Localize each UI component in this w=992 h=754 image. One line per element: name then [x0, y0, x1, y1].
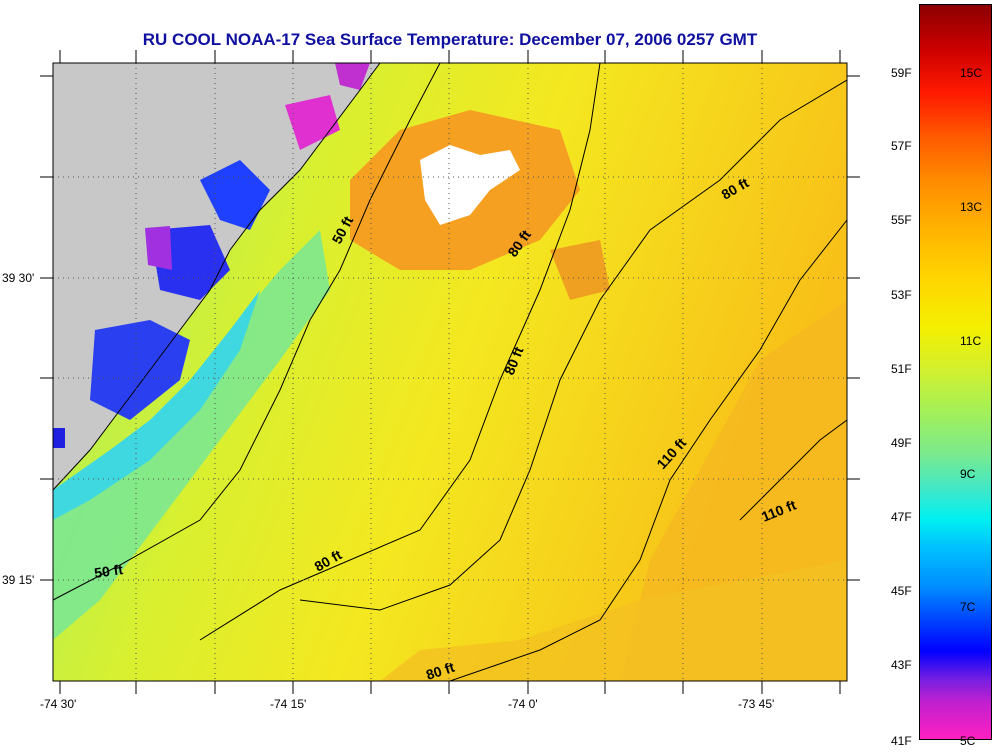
lon-label: -74 30'	[40, 697, 77, 711]
colorbar-label-f: 41F	[891, 734, 912, 748]
magenta-patch-3	[335, 63, 370, 90]
contour-label: 50 ft	[93, 561, 124, 581]
blue-pixel	[53, 428, 65, 448]
colorbar-label-c: 15C	[960, 66, 983, 80]
colorbar-label-c: 7C	[960, 600, 976, 614]
colorbar-label-f: 53F	[891, 288, 912, 302]
colorbar-label-c: 13C	[960, 200, 983, 214]
isobath-110ft-b	[739, 419, 847, 521]
colorbar-label-f: 55F	[891, 213, 912, 227]
cool-water-region	[53, 230, 330, 640]
warm-patch-east	[550, 240, 610, 300]
colorbar-label-f: 59F	[891, 66, 912, 80]
colorbar-label-f: 43F	[891, 658, 912, 672]
axis-ticks	[40, 50, 860, 694]
colorbar-label-f: 45F	[891, 584, 912, 598]
colorbar-label-c: 9C	[960, 467, 976, 481]
magenta-patch-2	[145, 226, 172, 270]
cold-patch-3	[90, 320, 190, 420]
colorbar-label-f: 57F	[891, 139, 912, 153]
lon-label: -74 15'	[270, 697, 307, 711]
cold-coastal-region	[53, 290, 260, 520]
isobath-110ft	[449, 219, 847, 681]
magenta-patch-1	[285, 95, 340, 150]
warm-water-region-south	[380, 560, 847, 681]
colorbar-label-c: 5C	[960, 734, 976, 748]
white-cloud-patch	[420, 145, 520, 225]
colorbar-label-f: 49F	[891, 436, 912, 450]
colorbar-label-f: 47F	[891, 510, 912, 524]
graticule	[53, 63, 847, 681]
isobath-80ft	[199, 63, 601, 641]
colorbar-label-c: 11C	[960, 334, 982, 348]
map-title: RU COOL NOAA-17 Sea Surface Temperature:…	[142, 30, 758, 49]
colorbar-label-f: 51F	[891, 362, 912, 376]
coastline	[53, 63, 381, 491]
lat-label: 39 15'	[2, 573, 35, 587]
lon-label: -74 0'	[508, 697, 538, 711]
cold-patch-1	[200, 160, 270, 230]
lon-label: -73 45'	[738, 697, 775, 711]
isobath-50ft	[53, 63, 441, 601]
map-frame	[52, 62, 848, 682]
lat-label: 39 30'	[2, 271, 35, 285]
temperature-colorbar	[919, 4, 992, 740]
isobath-80ft-b	[299, 79, 847, 611]
